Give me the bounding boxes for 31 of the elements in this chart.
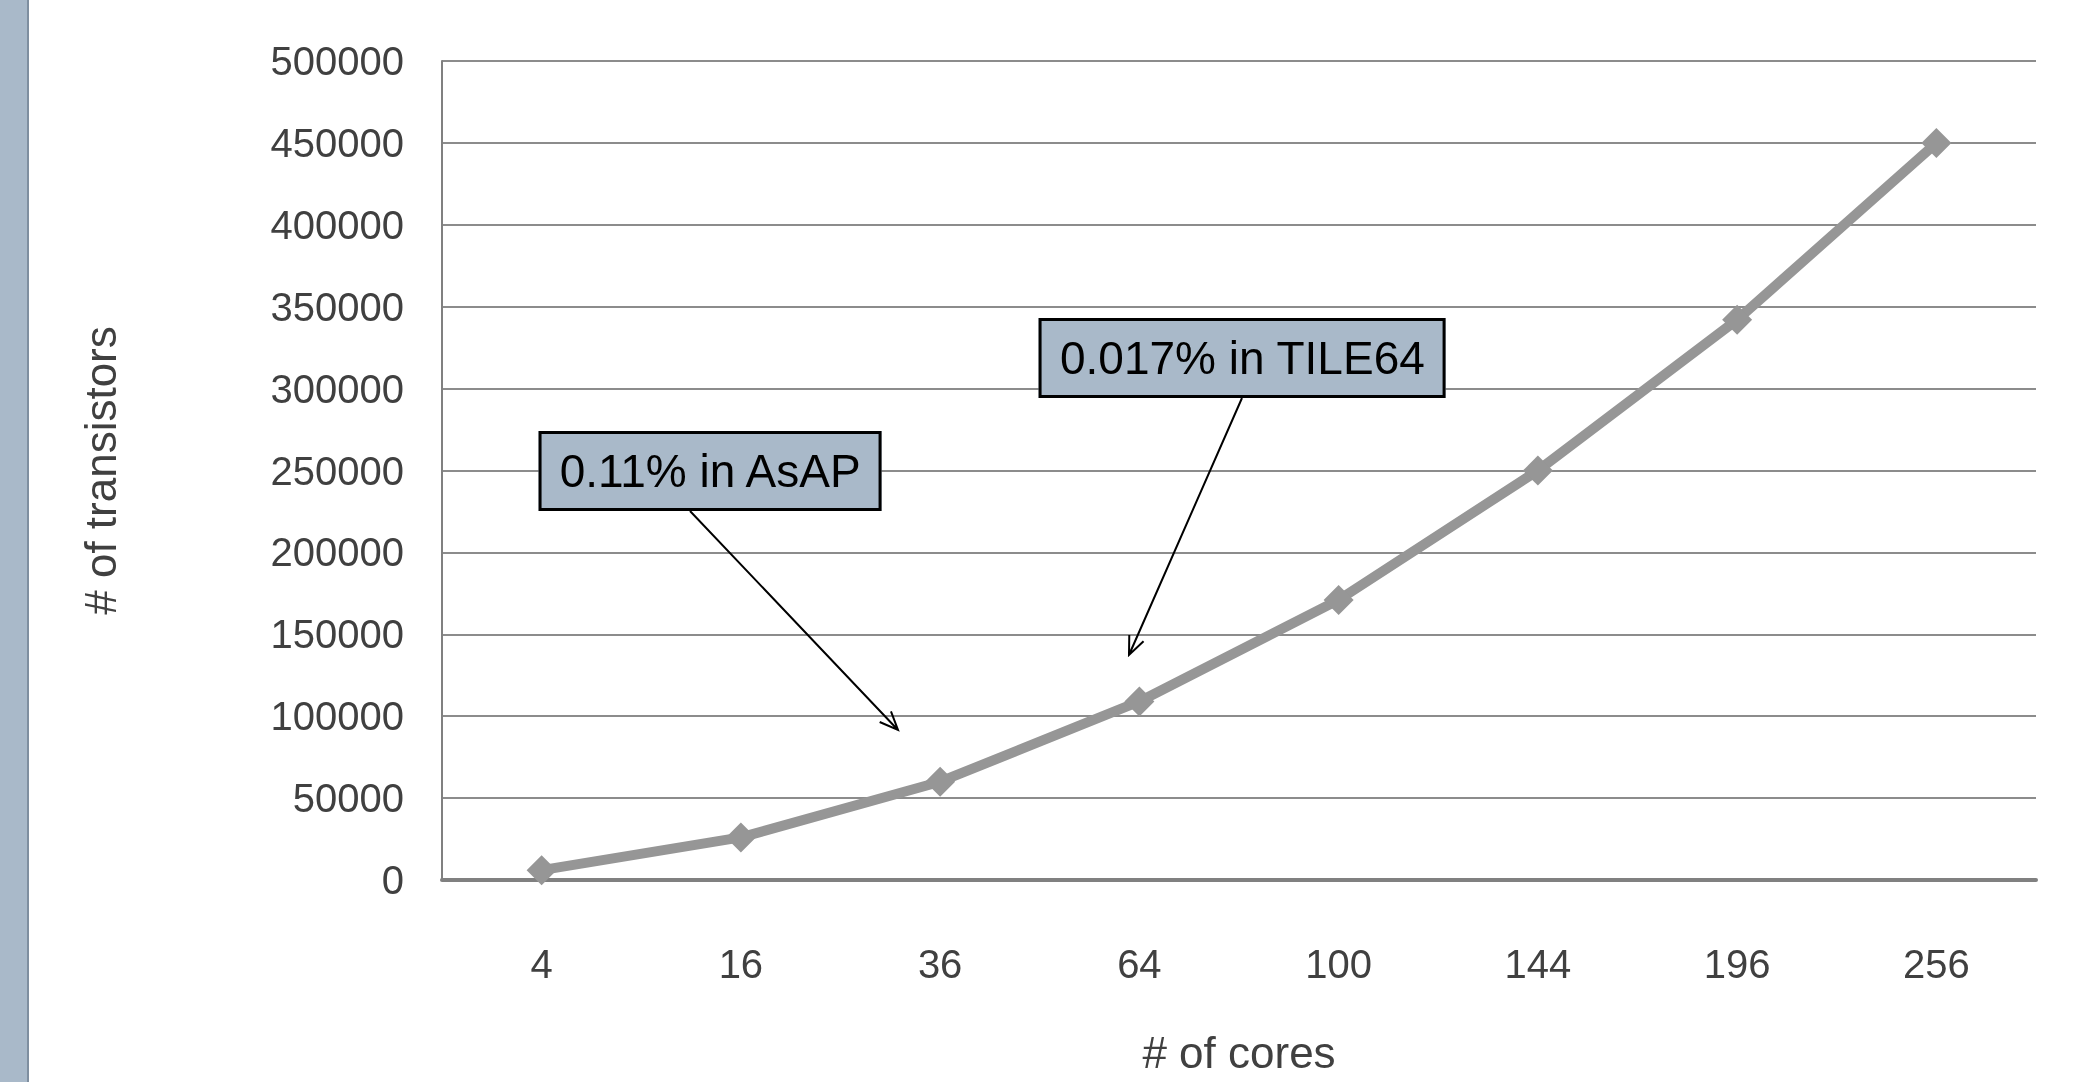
x-tick-label: 4 [530, 942, 553, 986]
annotation: 0.017% in TILE64 [1038, 318, 1446, 399]
point [725, 822, 756, 853]
y-tick-label: 300000 [270, 366, 404, 411]
point [1921, 127, 1952, 158]
x-tick-label: 256 [1903, 942, 1970, 986]
x-tick-label: 64 [1117, 942, 1162, 986]
x-tick-label: 100 [1305, 942, 1372, 986]
x-tick-label: 16 [718, 942, 764, 986]
y-tick-label: 100000 [270, 694, 404, 739]
annotation: 0.11% in AsAP [538, 430, 882, 511]
y-tick-label: 0 [381, 858, 404, 902]
y-tick-label: 500000 [270, 39, 404, 83]
y-tick-label: 150000 [270, 612, 404, 657]
point [1522, 455, 1553, 486]
point [1323, 584, 1354, 615]
x-tick-label: 144 [1504, 942, 1572, 986]
y-tick-label: 400000 [270, 202, 404, 247]
y-tick-label: 350000 [270, 284, 404, 329]
y-tick-label: 450000 [270, 120, 404, 165]
y-tick-label: 50000 [292, 776, 404, 821]
x-axis-title: # of cores [1142, 1027, 1336, 1077]
x-tick-label: 36 [917, 942, 963, 986]
point [1124, 686, 1155, 717]
point [526, 855, 557, 886]
point [1722, 304, 1753, 335]
y-tick-label: 200000 [270, 530, 404, 575]
point [925, 766, 956, 797]
x-tick-label: 196 [1703, 942, 1771, 986]
y-axis-title: # of transistors [75, 326, 125, 615]
y-tick-label: 250000 [270, 448, 404, 493]
